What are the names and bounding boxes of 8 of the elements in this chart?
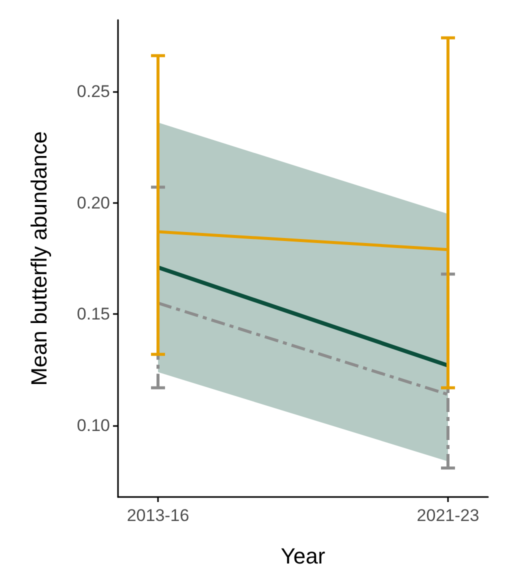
y-tick-label: 0.25 bbox=[76, 82, 110, 101]
y-axis-title: Mean butterfly abundance bbox=[26, 131, 52, 386]
y-tick-label: 0.15 bbox=[76, 304, 110, 324]
x-tick-label: 2021-23 bbox=[416, 506, 480, 525]
x-tick-label: 2013-16 bbox=[126, 506, 190, 525]
y-tick-label: 0.10 bbox=[76, 416, 110, 436]
x-axis-title: Year bbox=[280, 544, 326, 568]
y-tick-label: 0.20 bbox=[76, 193, 110, 212]
